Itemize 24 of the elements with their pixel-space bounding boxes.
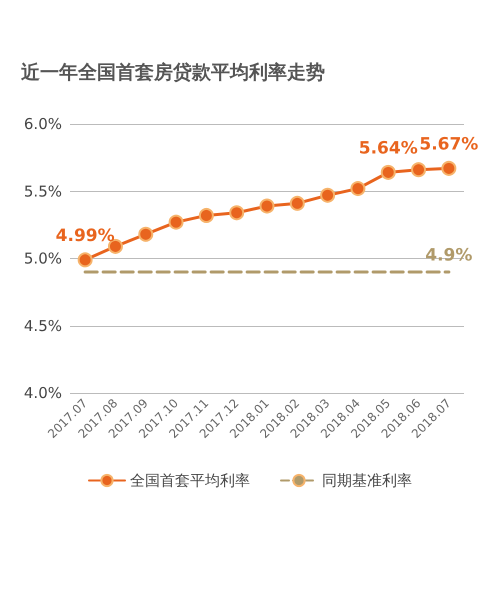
legend-label: 全国首套平均利率: [130, 472, 250, 490]
chart-title: 近一年全国首套房贷款平均利率走势: [20, 62, 325, 84]
point: [229, 205, 244, 220]
point: [168, 214, 184, 230]
point: [320, 188, 336, 203]
point: [78, 252, 93, 268]
point: [260, 198, 274, 214]
data-label: 4.99%: [56, 226, 115, 246]
point: [380, 164, 396, 180]
y-tick-label: 5.5%: [24, 182, 62, 200]
point: [138, 226, 154, 242]
y-tick-label: 5.0%: [24, 250, 62, 268]
legend-label: 同期基准利率: [322, 472, 412, 490]
y-tick-label: 6.0%: [24, 115, 62, 133]
point: [441, 160, 456, 176]
data-label: 4.9%: [425, 245, 472, 266]
data-label: 5.64%: [358, 138, 418, 158]
point: [290, 196, 305, 211]
y-tick-label: 4.5%: [24, 316, 62, 335]
point: [350, 181, 366, 196]
point: [411, 162, 426, 178]
data-label: 5.67%: [419, 134, 478, 154]
y-tick-label: 4.0%: [24, 384, 62, 402]
point: [198, 208, 214, 223]
